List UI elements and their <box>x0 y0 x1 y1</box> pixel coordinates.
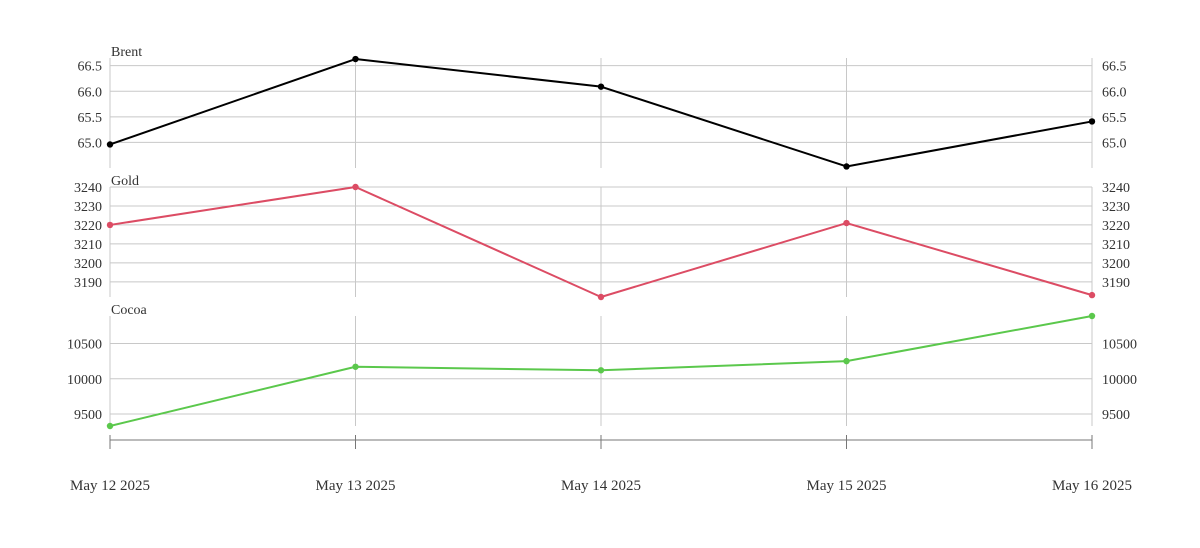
gold-y-tick-label-left: 3200 <box>74 257 102 272</box>
brent-data-point <box>352 55 359 63</box>
brent-data-point <box>597 83 605 90</box>
gold-y-tick-label-right: 3240 <box>1102 181 1130 196</box>
gold-data-point <box>106 221 114 229</box>
gold-y-tick-label-right: 3220 <box>1102 219 1130 234</box>
brent-y-tick-label-right: 65.5 <box>1102 111 1127 126</box>
x-tick-label: May 16 2025 <box>1052 478 1132 494</box>
brent-y-tick-label-left: 65.5 <box>78 111 103 126</box>
gold-y-tick-label-left: 3210 <box>74 238 102 253</box>
cocoa-y-tick-label-left: 10000 <box>67 373 102 388</box>
gold-y-tick-label-right: 3210 <box>1102 238 1130 253</box>
gold-y-tick-label-left: 3240 <box>74 181 102 196</box>
gold-y-tick-label-left: 3220 <box>74 219 102 234</box>
cocoa-y-tick-label-right: 10500 <box>1102 338 1137 353</box>
brent-data-point <box>106 141 114 148</box>
gold-data-point <box>843 219 850 227</box>
brent-y-tick-label-left: 66.0 <box>78 85 103 100</box>
x-tick-label: May 14 2025 <box>561 478 641 494</box>
gold-y-tick-label-right: 3190 <box>1102 276 1130 291</box>
x-tick-label: May 12 2025 <box>70 478 150 494</box>
brent-y-tick-label-right: 65.0 <box>1102 136 1127 151</box>
gold-data-point <box>597 293 605 301</box>
brent-y-tick-label-left: 65.0 <box>78 136 103 151</box>
x-tick-label: May 15 2025 <box>807 478 887 494</box>
gold-y-tick-label-right: 3200 <box>1102 257 1130 272</box>
gold-data-point <box>1088 291 1096 299</box>
cocoa-y-tick-label-right: 9500 <box>1102 408 1130 423</box>
cocoa-y-tick-label-left: 10500 <box>67 338 102 353</box>
cocoa-data-point <box>106 422 114 430</box>
gold-y-tick-label-right: 3230 <box>1102 200 1130 215</box>
brent-panel-title: Brent <box>111 45 142 60</box>
cocoa-panel-title: Cocoa <box>111 303 148 318</box>
brent-y-tick-label-left: 66.5 <box>78 60 103 75</box>
gold-y-tick-label-left: 3190 <box>74 276 102 291</box>
brent-data-point <box>843 163 850 170</box>
cocoa-data-point <box>597 367 605 374</box>
cocoa-data-point <box>1088 312 1096 320</box>
cocoa-y-tick-label-right: 10000 <box>1102 373 1137 388</box>
cocoa-data-point <box>352 363 359 370</box>
brent-y-tick-label-right: 66.0 <box>1102 85 1127 100</box>
cocoa-data-point <box>843 357 850 365</box>
gold-data-point <box>352 183 359 191</box>
brent-data-point <box>1088 118 1096 125</box>
cocoa-y-tick-label-left: 9500 <box>74 408 102 423</box>
gold-panel-title: Gold <box>111 174 139 189</box>
brent-y-tick-label-right: 66.5 <box>1102 60 1127 75</box>
x-tick-label: May 13 2025 <box>316 478 396 494</box>
gold-y-tick-label-left: 3230 <box>74 200 102 215</box>
